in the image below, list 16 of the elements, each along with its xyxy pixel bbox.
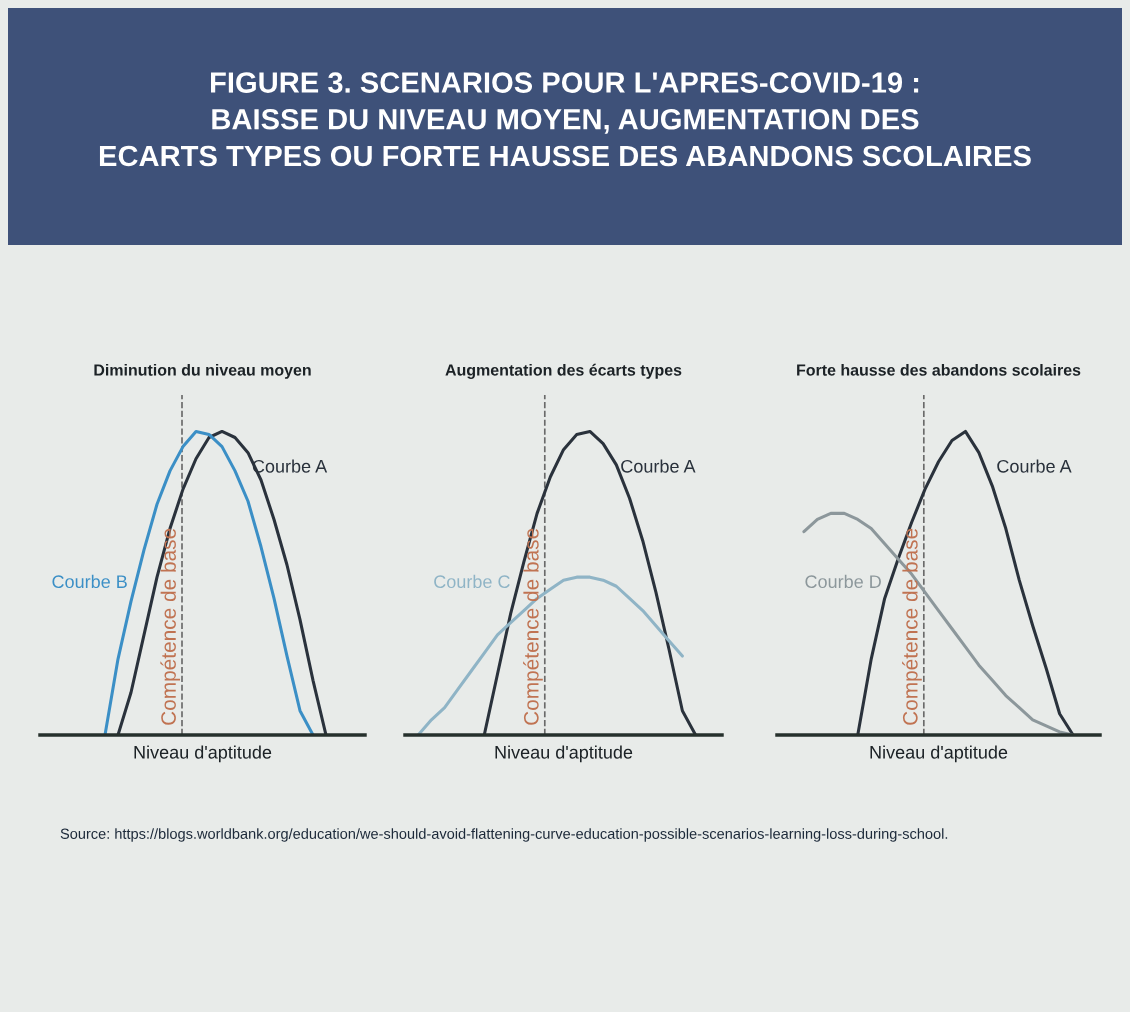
source-note: Source: https://blogs.worldbank.org/education/we-should-avoid-flattening-curve-education-possible-scenarios-learning-loss-during-school. bbox=[60, 828, 948, 842]
annotation: Compétence de base bbox=[902, 528, 922, 725]
series-label: Courbe A bbox=[997, 459, 1072, 473]
series-label: Courbe B bbox=[52, 574, 127, 589]
series-label: Courbe A bbox=[621, 459, 696, 473]
series-label: Courbe D bbox=[805, 574, 881, 589]
chart-title: Diminution du niveau moyen bbox=[94, 363, 311, 379]
annotation: Compétence de base bbox=[523, 528, 543, 725]
x-axis-title: Niveau d'aptitude bbox=[870, 745, 1008, 763]
series-label: Courbe C bbox=[434, 574, 510, 589]
x-axis-title: Niveau d'aptitude bbox=[134, 745, 272, 763]
text: FIGURE 3. SCENARIOS POUR L'APRES-COVID-19 : BAISSE DU NIVEAU MOYEN, AUGMENTATION DES ECARTS TYPES OU FORTE HAUSSE DES ABANDONS SCOLAIRES bbox=[99, 72, 1031, 167]
annotation: Compétence de base bbox=[160, 528, 181, 725]
x-axis-title: Niveau d'aptitude bbox=[495, 745, 633, 763]
chart-title: Augmentation des écarts types bbox=[445, 363, 682, 379]
chart-title: Forte hausse des abandons scolaires bbox=[797, 363, 1081, 376]
